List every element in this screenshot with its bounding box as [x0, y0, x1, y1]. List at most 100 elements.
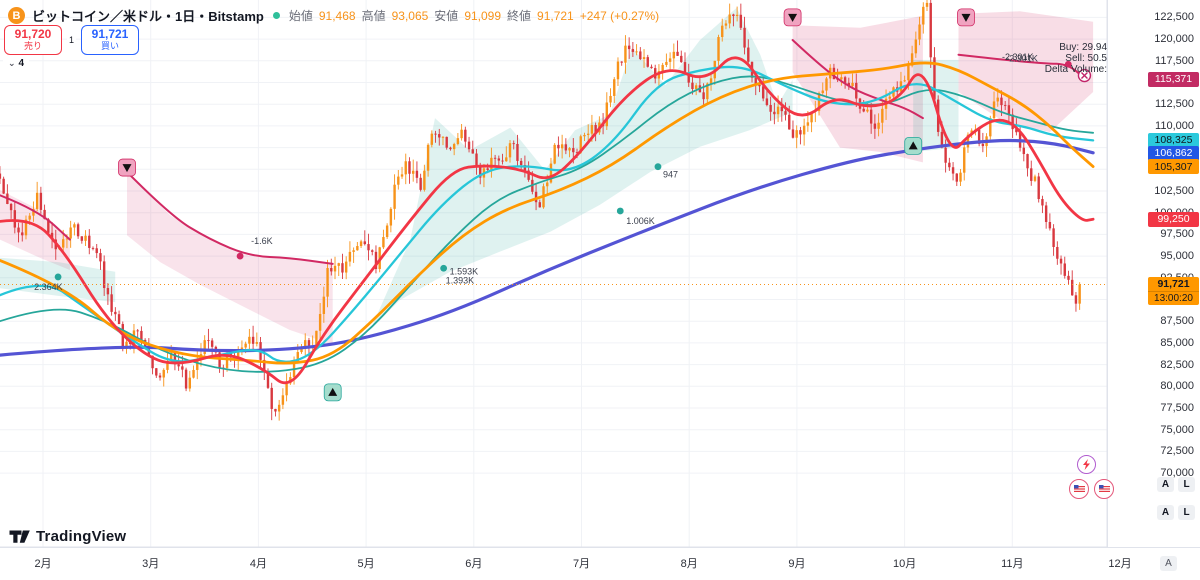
price-tick-label: 75,000 — [1160, 423, 1194, 436]
buy-label: 買い — [101, 41, 120, 51]
economic-event-lightning-icon[interactable] — [1077, 455, 1096, 474]
symbol-header: B ビットコイン／米ドル・1日・Bitstamp 始値 91,468 高値 93,0… — [8, 6, 659, 25]
low-value: 91,099 — [464, 9, 502, 23]
tradingview-logo-text: TradingView — [36, 528, 127, 545]
price-axis[interactable]: 122,500 120,000 117,500 112,500 110,000 102,5… — [1107, 0, 1200, 547]
sell-price: 91,720 — [14, 27, 52, 41]
price-tick-label: 112,500 — [1155, 98, 1194, 111]
low-label: 安値 — [434, 9, 459, 23]
tradingview-logo[interactable]: TradingView — [9, 528, 126, 545]
bar-close-countdown: 13:00:20 — [1148, 290, 1199, 305]
price-tick-label: 97,500 — [1160, 228, 1194, 241]
price-tick-label: 122,500 — [1154, 11, 1194, 24]
ma-teal — [0, 75, 1094, 373]
delta-value-label: 1.006K — [626, 216, 655, 226]
price-tick-label: 102,500 — [1154, 185, 1194, 197]
tradingview-logo-icon — [9, 530, 30, 543]
month-tick-label: 7月 — [572, 558, 591, 570]
delta-dot — [236, 252, 244, 260]
high-value: 93,065 — [391, 9, 429, 23]
buy-price: 91,721 — [91, 27, 129, 41]
current-price-value: 91,721 — [1157, 277, 1190, 290]
alert-limit-buttons-1: A L — [1157, 477, 1195, 492]
price-tick-label: 117,500 — [1155, 54, 1194, 67]
month-tick-label: 8月 — [680, 558, 698, 570]
delta-dot — [1064, 60, 1072, 68]
close-label: 終値 — [507, 9, 532, 23]
markers: 2.364K-1.6K1.593K1.393K1.006K947-2.301K2… — [34, 8, 1092, 402]
limit-button[interactable]: L — [1178, 477, 1195, 492]
delta-value-label: 2.364K — [34, 282, 63, 292]
price-tick-label: 110,000 — [1155, 119, 1194, 132]
delta-dot — [616, 207, 624, 215]
open-value: 91,468 — [318, 9, 356, 23]
delta-dot — [54, 273, 62, 281]
month-tick-label: 12月 — [1108, 558, 1132, 570]
indicator-data-window: Buy: 29.94 Sell: 50.5 Delta Volume: — [980, 42, 1107, 75]
time-axis[interactable]: 2月 3月 4月 5月 6月 7月 8月 9月 10月 11月 12月 — [0, 547, 1200, 576]
us-economic-event-flag-icon[interactable] — [1094, 479, 1114, 499]
spread-value: 1 — [67, 35, 77, 45]
month-tick-label: 2月 — [34, 558, 52, 570]
data-window-delta: Delta Volume: — [1044, 64, 1107, 75]
price-tick-label: 82,500 — [1160, 358, 1194, 371]
candles — [0, 0, 1081, 421]
alert-button[interactable]: A — [1157, 477, 1174, 492]
month-tick-label: 5月 — [357, 558, 375, 570]
alert-button[interactable]: A — [1157, 505, 1174, 520]
month-tick-label: 4月 — [249, 558, 267, 570]
price-tick-label: 85,000 — [1160, 336, 1194, 349]
delta-dot — [654, 163, 662, 171]
high-label: 高値 — [361, 9, 386, 23]
limit-button[interactable]: L — [1178, 505, 1195, 520]
delta-negative-label: -2.301K — [1002, 52, 1034, 62]
buy-button[interactable]: 91,721 買い — [81, 25, 140, 55]
indicator-price-badge: 99,250 — [1148, 211, 1199, 227]
month-tick-label: 3月 — [142, 558, 160, 570]
us-economic-event-flag-icon[interactable] — [1069, 479, 1089, 499]
price-tick-label: 87,500 — [1160, 315, 1194, 328]
sell-label: 売り — [23, 41, 42, 51]
delta-value-label: -2.301K — [1006, 53, 1038, 63]
indicator-price-badge: 115,371 — [1148, 71, 1199, 87]
price-tick-label: 77,500 — [1160, 402, 1194, 414]
delta-value-label: 947 — [663, 170, 678, 180]
price-tick-label: 120,000 — [1154, 33, 1194, 46]
indicator-price-badge: 108,325 — [1148, 132, 1199, 148]
market-open-dot-icon — [272, 12, 280, 19]
symbol-title[interactable]: ビットコイン／米ドル・1日・Bitstamp — [32, 9, 264, 24]
moving-averages — [0, 56, 1095, 385]
trend-clouds — [0, 7, 1094, 390]
ohlc-values: 始値 91,468 高値 93,065 安値 91,099 終値 91,721 +247… — [289, 7, 659, 24]
timezone-adjust-button[interactable]: A — [1160, 556, 1177, 571]
sell-button[interactable]: 91,720 売り — [4, 25, 62, 55]
change-value: +247 (+0.27%) — [579, 9, 660, 23]
data-window-buy: Buy: 29.94 — [1059, 42, 1107, 53]
plot-area[interactable]: 2.364K-1.6K1.593K1.393K1.006K947-2.301K2… — [0, 0, 1120, 547]
order-panel: 91,720 売り 1 91,721 買い — [4, 25, 140, 55]
delta-dot — [440, 264, 448, 272]
month-tick-label: 6月 — [465, 558, 483, 570]
ma-red-fast — [0, 56, 1095, 385]
price-tick-label: 70,000 — [1160, 467, 1194, 480]
close-value: 91,721 — [537, 9, 574, 23]
indicator-price-badge: 105,307 — [1148, 159, 1199, 175]
indicators-collapse-button[interactable]: ⌄ 4 — [3, 56, 30, 70]
alert-limit-buttons-2: A L — [1157, 505, 1195, 520]
price-tick-label: 95,000 — [1160, 250, 1194, 263]
chevron-down-icon: ⌄ — [8, 57, 16, 68]
month-tick-label: 10月 — [892, 558, 917, 570]
month-tick-label: 11月 — [1001, 558, 1024, 570]
price-tick-label: 80,000 — [1160, 380, 1194, 393]
delta-value-label: 1.393K — [446, 275, 475, 285]
price-tick-label: 72,500 — [1160, 445, 1194, 458]
month-tick-label: 9月 — [788, 558, 806, 570]
hidden-indicator-count: 4 — [18, 57, 25, 69]
open-label: 始値 — [288, 9, 313, 23]
indicator-price-badge: 106,862 — [1148, 145, 1199, 161]
delta-value-label: 1.593K — [450, 266, 479, 276]
current-price-badge: 91,721 13:00:20 — [1148, 276, 1199, 305]
data-window-sell: Sell: 50.5 — [1065, 53, 1107, 64]
